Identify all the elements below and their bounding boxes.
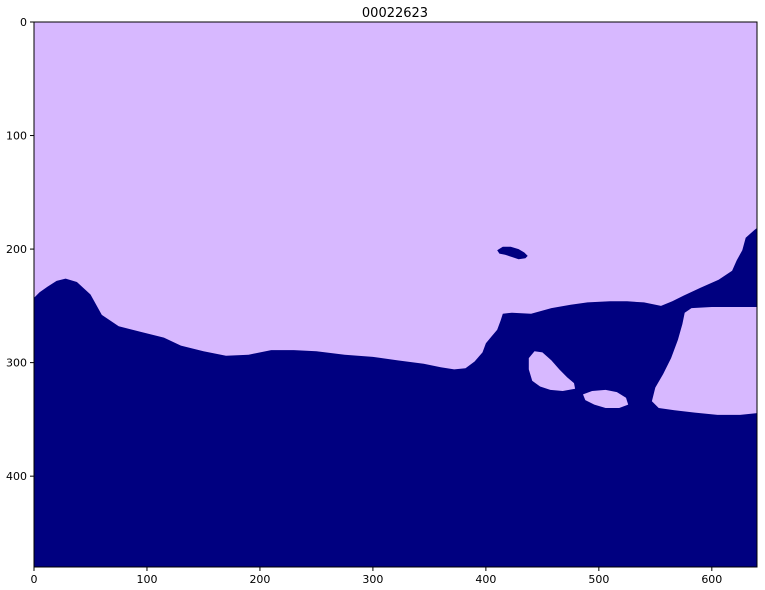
y-tick-label: 300: [6, 357, 27, 370]
x-tick-label: 100: [136, 573, 157, 586]
region-4: [497, 246, 528, 260]
region-2: [528, 351, 576, 391]
x-tick-label: 0: [31, 573, 38, 586]
y-tick-label: 200: [6, 243, 27, 256]
region-3: [583, 389, 629, 408]
region-1: [34, 227, 757, 567]
y-tick-label: 0: [20, 16, 27, 29]
x-tick-label: 400: [475, 573, 496, 586]
axes: 0 100 200 300 400 500 600 0 100 200 300 400: [6, 16, 758, 586]
x-tick-label: 500: [588, 573, 609, 586]
chart-title: 00022623: [362, 6, 428, 21]
y-tick-label: 400: [6, 470, 27, 483]
x-tick-label: 300: [362, 573, 383, 586]
x-tick-label: 200: [249, 573, 270, 586]
plot-area: [34, 22, 757, 567]
y-tick-label: 100: [6, 130, 27, 143]
x-tick-label: 600: [701, 573, 722, 586]
plot-frame: [33, 21, 758, 568]
